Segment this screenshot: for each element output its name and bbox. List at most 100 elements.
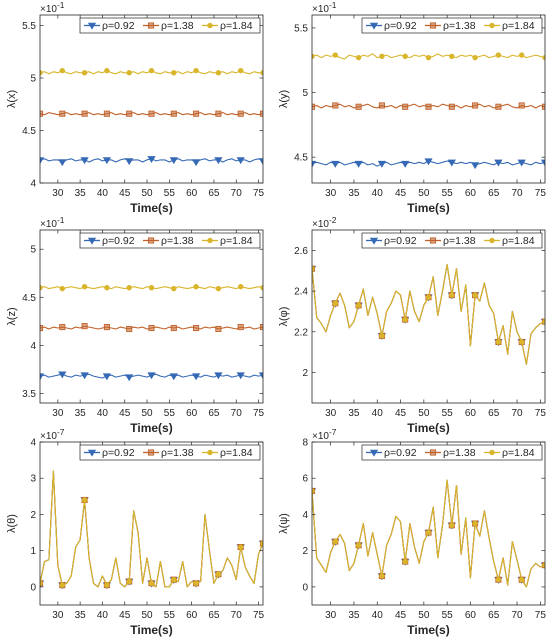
x-axis-label: Time(s) [130,623,172,637]
x-tick-label: 60 [186,610,198,621]
data-point-marker [517,159,526,167]
y-tick-label: 0 [30,582,36,593]
series-group [312,52,545,170]
x-tick-label: 55 [442,610,454,621]
data-point-marker [472,292,478,298]
series-group [312,479,545,588]
y-tick-label: 0 [302,582,308,593]
data-point-marker [191,373,201,381]
y-tick-label: 4 [30,341,36,352]
x-tick-label: 40 [97,610,109,621]
data-point-marker [449,53,455,60]
x-tick-label: 40 [372,408,384,419]
legend-entry-label: ρ=0.92 [102,447,135,459]
data-point-marker [379,333,385,339]
x-tick-label: 45 [395,610,407,621]
legend: ρ=0.92 ρ=1.38 ρ=1.84 [79,17,261,34]
x-tick-label: 50 [418,408,430,419]
x-axis-label: Time(s) [130,421,172,435]
axes-box [311,14,546,184]
data-point-marker [171,576,177,583]
data-point-marker [104,582,110,588]
data-point-marker [59,67,65,74]
y-axis-label: λ(x) [6,90,18,108]
x-axis-label: Time(s) [407,421,449,435]
x-tick-label: 30 [52,188,64,199]
data-point-marker [424,158,433,166]
x-tick-label: 60 [186,408,198,419]
data-point-marker [40,284,43,291]
x-tick-label: 55 [442,408,454,419]
x-tick-label: 70 [511,188,523,199]
y-tick-label: 5 [302,88,308,99]
legend-entry-label: ρ=1.38 [161,447,194,459]
x-tick-label: 70 [511,610,523,621]
data-point-marker [59,285,65,292]
legend-box [79,232,261,249]
data-point-marker [260,540,263,547]
axes-box [311,229,546,404]
y-tick-label: 2.4 [294,287,308,298]
data-point-marker [378,102,385,109]
data-point-marker [126,110,133,117]
y-tick-label: 5.5 [294,23,308,34]
data-point-marker [236,372,245,380]
axis-multiplier-label: ×10-1 [40,0,65,15]
data-point-marker [541,103,545,110]
data-point-marker [425,54,432,61]
y-tick-label: 2.6 [294,246,308,257]
data-point-marker [126,284,132,291]
data-point-marker [332,52,338,58]
y-axis-label: λ(ψ) [278,513,290,534]
y-tick-label: 5 [30,245,36,256]
x-tick-label: 55 [164,188,176,199]
data-point-marker [81,284,88,290]
x-tick-label: 55 [442,188,454,199]
data-point-marker [518,102,525,109]
data-point-marker [170,110,177,117]
data-point-marker [148,67,155,74]
data-point-marker [470,162,480,170]
legend-marker [147,237,155,244]
legend-entry-label: ρ=1.84 [220,20,253,32]
legend-entry-label: ρ=0.92 [384,20,417,32]
x-tick-label: 30 [325,188,337,199]
axis-multiplier-label: ×10-7 [312,427,337,442]
x-tick-label: 75 [535,610,547,621]
x-tick-label: 65 [208,610,220,621]
data-point-marker [237,324,244,331]
series-group [312,264,545,365]
x-tick-label: 45 [119,408,131,419]
x-tick-label: 75 [535,188,547,199]
chart-panel-middle-right: 30 35 40 45 50 55 60 65 70 75 2 2.2 2.4 2.6 ×10-2 Time(… [278,215,546,435]
data-point-marker [425,103,432,110]
data-point-marker [171,70,177,76]
data-point-marker [238,544,244,550]
data-point-marker [81,70,88,76]
data-point-marker [148,324,155,332]
x-tick-label: 45 [119,188,131,199]
legend-entry-label: ρ=1.84 [220,235,253,247]
data-point-marker [58,159,67,167]
series-line-2 [40,470,263,588]
x-tick-label: 30 [52,408,64,419]
legend-marker [147,22,155,29]
data-point-marker [425,529,432,536]
legend: ρ=0.92 ρ=1.38 ρ=1.84 [361,17,543,34]
data-point-marker [402,103,409,110]
x-tick-label: 50 [418,188,430,199]
x-tick-label: 35 [75,188,87,199]
legend-marker [369,449,379,457]
data-point-marker [169,157,178,165]
y-tick-label: 3.5 [22,389,36,400]
x-tick-label: 50 [418,610,430,621]
x-tick-label: 65 [208,408,220,419]
x-tick-label: 40 [97,408,109,419]
x-tick-label: 30 [325,408,337,419]
data-point-marker [236,157,245,165]
x-tick-label: 60 [465,610,477,621]
legend-entry-label: ρ=0.92 [102,235,135,247]
y-axis-label: λ(θ) [6,514,18,533]
x-tick-label: 65 [488,408,500,419]
data-point-marker [312,103,316,110]
